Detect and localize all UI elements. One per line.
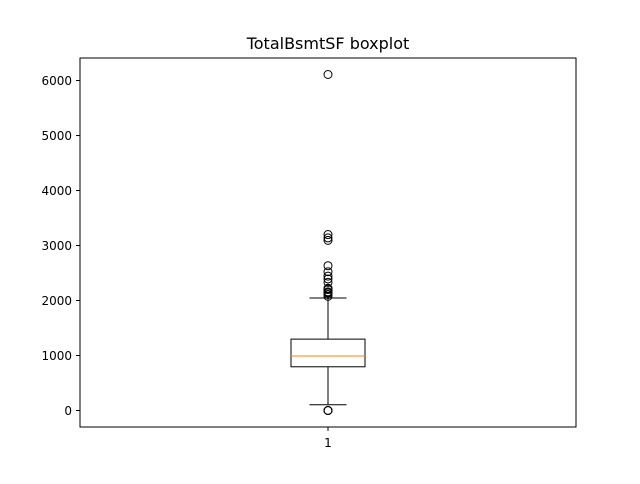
outlier-point [323, 233, 333, 243]
outlier-point [323, 261, 333, 271]
outlier-point [323, 267, 333, 277]
outlier-point [323, 287, 333, 297]
y-tick-label: 3000 [41, 239, 72, 253]
outlier-point [323, 274, 333, 284]
y-tick-label: 6000 [41, 74, 72, 88]
y-tick-label: 2000 [41, 294, 72, 308]
y-tick-label: 4000 [41, 184, 72, 198]
outlier-point [323, 283, 333, 293]
y-tick-label: 1000 [41, 349, 72, 363]
iqr-box [290, 338, 366, 368]
outlier-point [323, 406, 333, 416]
y-tick-label: 5000 [41, 129, 72, 143]
outlier-point [323, 69, 333, 79]
y-tick-label: 0 [64, 404, 72, 418]
x-tick-label: 1 [324, 436, 332, 450]
chart-title: TotalBsmtSF boxplot [246, 34, 410, 53]
outlier-point [323, 235, 333, 245]
outlier-point [323, 271, 333, 281]
outlier-point [323, 230, 333, 240]
plot-area: 0 1000 2000 3000 4000 5000 6000 1 [41, 57, 577, 450]
outlier-point [323, 277, 333, 287]
